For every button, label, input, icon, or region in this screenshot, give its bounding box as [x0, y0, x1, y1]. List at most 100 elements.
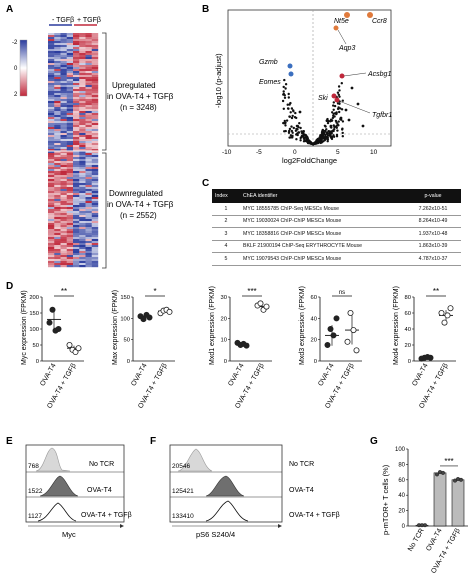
heatmap-cell	[79, 143, 86, 146]
heatmap-cell	[73, 61, 80, 64]
heatmap-cell	[85, 127, 92, 130]
volcano-point	[283, 119, 286, 123]
heatmap-cell	[79, 207, 86, 210]
heatmap-cell	[79, 95, 86, 98]
heatmap-cell	[91, 205, 99, 208]
volcano-point	[296, 128, 299, 131]
heatmap-cell	[79, 105, 86, 108]
dot-plot-point	[55, 325, 62, 332]
volcano-point	[350, 86, 354, 90]
heatmap-cell	[54, 109, 61, 112]
heatmap-cell	[54, 89, 61, 92]
heatmap-cell	[60, 39, 67, 42]
heatmap-cell	[91, 191, 99, 194]
heatmap-cell	[91, 201, 99, 204]
heatmap-cell	[48, 203, 55, 206]
chea-pvalue: 4.787x10-37	[405, 252, 461, 266]
heatmap-cell	[48, 261, 55, 264]
heatmap-cell	[73, 87, 80, 90]
heatmap-cell	[66, 117, 74, 120]
heatmap-cell	[91, 115, 99, 118]
heatmap-cell	[54, 73, 61, 76]
gene-label-gzmb: Gzmb	[259, 59, 278, 66]
chea-identifier: MYC 18358816 ChIP-ChIP MESCs Mouse	[240, 227, 405, 241]
heatmap-cell	[91, 105, 99, 108]
heatmap-cell	[48, 47, 55, 50]
heatmap-cell	[66, 55, 74, 58]
heatmap-cell	[73, 75, 80, 78]
heatmap-cell	[66, 231, 74, 234]
heatmap-cell	[91, 255, 99, 258]
heatmap-cell	[66, 109, 74, 112]
volcano-point	[290, 107, 294, 110]
heatmap-cell	[54, 173, 61, 176]
gene-point-gzmb	[287, 63, 293, 69]
chea-table: Index ChEA identifier p-value 1 MYC 18555…	[212, 189, 461, 266]
heatmap-cell	[73, 205, 80, 208]
heatmap-cell	[54, 263, 61, 266]
heatmap-cell	[60, 181, 67, 184]
volcano-point	[284, 83, 288, 86]
heatmap-cell	[73, 181, 80, 184]
heatmap-cell	[60, 55, 67, 58]
heatmap-cell	[79, 177, 86, 180]
dot-plot-point	[140, 316, 147, 323]
heatmap-cell	[79, 169, 86, 172]
heatmap-cell	[73, 137, 80, 140]
heatmap-cell	[54, 181, 61, 184]
heatmap-cell	[54, 177, 61, 180]
heatmap-cell	[85, 193, 92, 196]
heatmap-cell	[66, 137, 74, 140]
heatmap-cell	[54, 145, 61, 148]
heatmap-cell	[48, 113, 55, 116]
heatmap-cell	[66, 101, 74, 104]
heatmap-cell	[85, 169, 92, 172]
heatmap-cell	[73, 59, 80, 62]
dot-plot-ylabel: Mxd3 expression (FPKM)	[299, 286, 306, 365]
heatmap-cell	[54, 235, 61, 238]
heatmap-cell	[66, 65, 74, 68]
heatmap-cell	[48, 201, 55, 204]
heatmap-cell	[54, 47, 61, 50]
volcano-point	[300, 130, 303, 133]
heatmap-cell	[48, 151, 55, 154]
heatmap-cell	[66, 193, 74, 196]
volcano-point	[324, 137, 328, 141]
heatmap-cell	[91, 231, 99, 234]
heatmap-cell	[73, 209, 80, 212]
heatmap-cell	[48, 127, 55, 130]
heatmap-cell	[73, 193, 80, 196]
heatmap-cell	[85, 253, 92, 256]
heatmap-cell	[54, 37, 61, 40]
heatmap-cell	[66, 35, 74, 38]
heatmap-cell	[48, 205, 55, 208]
heatmap-cell	[79, 193, 86, 196]
heatmap-cell	[73, 247, 80, 250]
volcano-point	[292, 110, 295, 113]
heatmap-cell	[79, 117, 86, 120]
volcano-point	[332, 108, 335, 112]
heatmap-cell	[48, 105, 55, 108]
heatmap-cell	[91, 137, 99, 140]
heatmap-cell	[73, 37, 80, 40]
volcano-point	[284, 87, 287, 90]
heatmap-cell	[48, 185, 55, 188]
heatmap-cell	[73, 51, 80, 54]
heatmap-cell	[60, 45, 67, 48]
heatmap-cell	[91, 247, 99, 250]
dot-plot-ytick-label: 60	[405, 311, 411, 317]
volcano-point	[336, 107, 340, 111]
volcano-point	[298, 122, 301, 125]
heatmap-cell	[66, 265, 74, 268]
volcano-point	[322, 133, 325, 136]
volcano-point	[332, 104, 335, 107]
heatmap-cell	[48, 263, 55, 266]
heatmap-cell	[73, 155, 80, 158]
heatmap-cell	[54, 209, 61, 212]
heatmap-cell	[54, 165, 61, 168]
dot-plot-point	[333, 315, 340, 322]
heatmap-cell	[79, 87, 86, 90]
heatmap-cell	[79, 249, 86, 252]
